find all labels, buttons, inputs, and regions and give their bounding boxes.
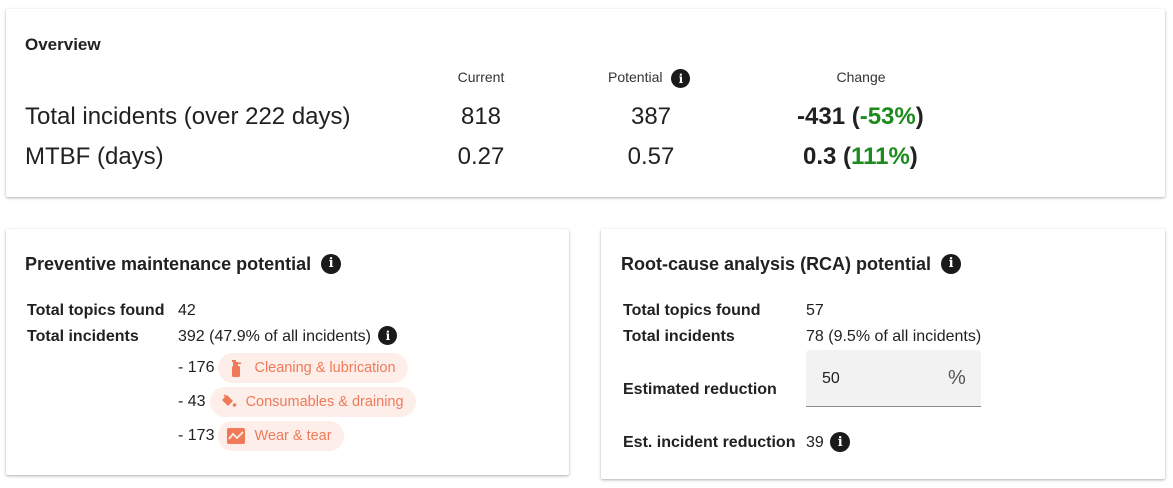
rca-total-incidents-value: 78 (9.5% of all incidents) [806, 328, 982, 345]
paint-bucket-icon [218, 393, 238, 411]
column-header-potential: Potential i [608, 69, 691, 88]
change-paren-open: ( [845, 103, 860, 130]
info-icon[interactable]: i [830, 432, 851, 452]
preventive-maintenance-card: Preventive maintenance potential i Total… [6, 229, 569, 475]
change-percent: -53% [859, 103, 916, 130]
breakdown-count: - 173 [178, 427, 215, 444]
est-incident-reduction-value: 39 i [806, 432, 851, 452]
preventive-maintenance-title: Preventive maintenance potential i [25, 253, 342, 275]
info-icon[interactable]: i [378, 326, 398, 346]
metric-change-mtbf: 0.3 (111%) [803, 143, 918, 171]
est-incident-reduction-text: 39 [806, 434, 824, 452]
metric-label-mtbf: MTBF (days) [25, 143, 164, 170]
change-paren-open: ( [836, 143, 852, 170]
percent-unit-icon: % [948, 367, 966, 389]
total-topics-label: Total topics found [27, 302, 165, 319]
breakdown-row-consumables: - 43 Consumables & draining [178, 387, 416, 417]
info-icon[interactable]: i [671, 69, 691, 88]
est-incident-reduction-label: Est. incident reduction [623, 434, 796, 451]
total-incidents-label: Total incidents [27, 328, 139, 345]
overview-card: Overview Current Potential i Change Tota… [6, 9, 1165, 197]
info-icon[interactable]: i [321, 253, 342, 274]
topic-chip-label: Consumables & draining [245, 394, 404, 410]
topic-chip-cleaning-lubrication[interactable]: Cleaning & lubrication [218, 353, 408, 383]
column-header-current: Current [457, 69, 505, 85]
metric-potential-mtbf: 0.57 [627, 143, 675, 170]
change-paren-close: ) [909, 143, 918, 170]
metric-current-mtbf: 0.27 [457, 143, 505, 170]
breakdown-count: - 43 [178, 393, 206, 410]
spray-bottle-icon [226, 359, 246, 377]
rca-card: Root-cause analysis (RCA) potential i To… [601, 229, 1165, 479]
metric-current-total-incidents: 818 [460, 103, 502, 130]
rca-title: Root-cause analysis (RCA) potential i [621, 253, 962, 275]
column-header-potential-label: Potential [608, 69, 663, 86]
metric-change-total-incidents: -431 (-53%) [797, 103, 924, 131]
topic-chip-wear-tear[interactable]: Wear & tear [218, 421, 344, 451]
breakdown-row-cleaning: - 176 Cleaning & lubrication [178, 353, 408, 383]
metric-label-total-incidents: Total incidents (over 222 days) [25, 103, 351, 130]
change-percent: 111% [851, 143, 910, 170]
topic-chip-consumables-draining[interactable]: Consumables & draining [209, 387, 416, 417]
wear-chart-icon [226, 427, 246, 445]
breakdown-row-wear: - 173 Wear & tear [178, 421, 344, 451]
change-absolute: -431 [797, 103, 846, 130]
topic-chip-label: Cleaning & lubrication [254, 360, 396, 376]
topic-chip-label: Wear & tear [254, 428, 332, 444]
change-paren-close: ) [915, 103, 924, 130]
rca-total-topics-label: Total topics found [623, 302, 761, 319]
total-incidents-value: 392 (47.9% of all incidents) i [178, 326, 398, 346]
overview-title: Overview [25, 35, 101, 54]
estimated-reduction-label: Estimated reduction [623, 381, 777, 398]
breakdown-count: - 176 [178, 359, 215, 376]
rca-total-incidents-label: Total incidents [623, 328, 735, 345]
column-header-change: Change [836, 69, 886, 85]
estimated-reduction-value: 50 [822, 370, 840, 387]
change-absolute: 0.3 [803, 143, 837, 170]
metric-potential-total-incidents: 387 [630, 103, 672, 130]
rca-title-text: Root-cause analysis (RCA) potential [621, 254, 932, 274]
rca-total-topics-value: 57 [806, 302, 824, 319]
preventive-maintenance-title-text: Preventive maintenance potential [25, 254, 312, 274]
estimated-reduction-input[interactable]: 50 % [806, 350, 981, 407]
info-icon[interactable]: i [941, 253, 962, 274]
total-topics-value: 42 [178, 302, 196, 319]
total-incidents-value-text: 392 (47.9% of all incidents) [178, 328, 371, 345]
